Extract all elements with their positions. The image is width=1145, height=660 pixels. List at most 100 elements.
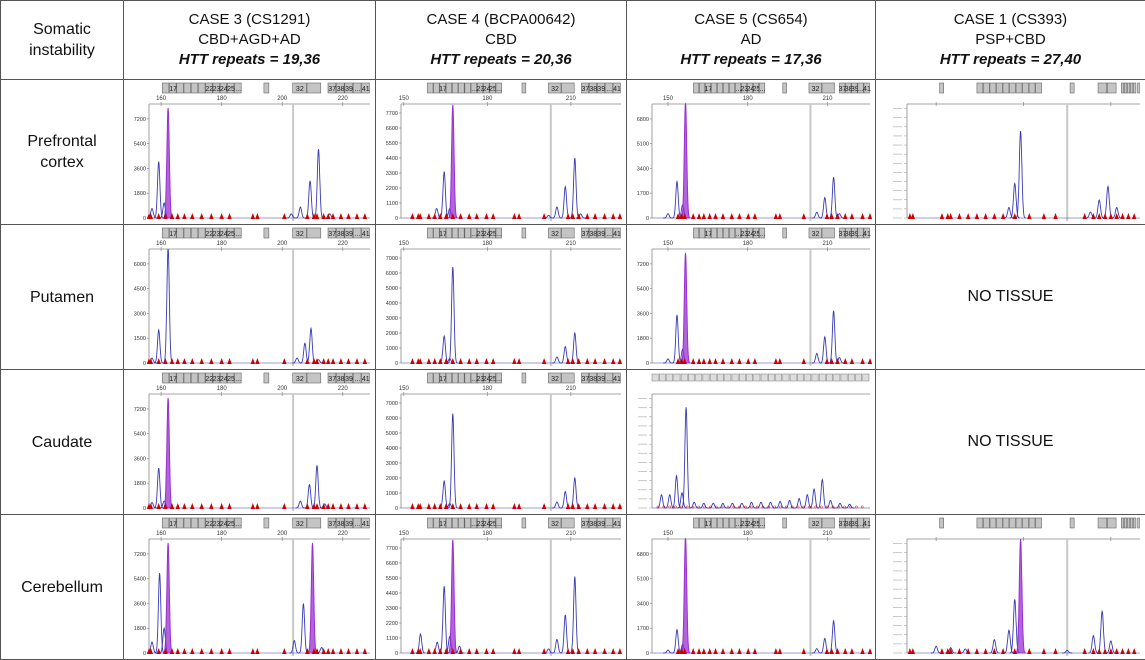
bin-marker-triangle	[209, 358, 213, 364]
bin-label: 41	[613, 86, 621, 93]
allele-bin	[1127, 518, 1129, 528]
peak	[570, 158, 580, 218]
bin-marker-triangle	[251, 648, 255, 654]
peak	[812, 353, 822, 363]
x-tick-label: 160	[156, 386, 167, 392]
bin-marker-triangle	[331, 503, 335, 509]
y-tick-label: 4000	[386, 446, 398, 452]
bin-marker-triangle	[227, 648, 231, 654]
allele-bin	[1130, 83, 1132, 93]
bin-marker-triangle	[702, 358, 706, 364]
bin-marker-triangle	[1120, 213, 1124, 219]
bin-marker-triangle	[830, 648, 834, 654]
allele-bin	[754, 374, 760, 381]
y-tick-label: 0	[646, 651, 649, 657]
allele-bin	[983, 518, 989, 528]
bin-marker-triangle	[843, 358, 847, 364]
x-tick-label: 220	[338, 531, 349, 537]
x-tick-label: 200	[277, 531, 288, 537]
bin-marker-triangle	[1027, 213, 1031, 219]
corner-header: Somatic instability	[1, 1, 124, 80]
y-tick-label: 6000	[386, 271, 398, 277]
peak	[747, 502, 757, 508]
bin-marker-triangle	[427, 503, 431, 509]
bin-marker-triangle	[512, 213, 516, 219]
bin-label: 41	[863, 521, 871, 528]
bin-label: 17	[439, 376, 447, 383]
allele-bin	[177, 83, 184, 93]
bin-label: 37	[581, 231, 589, 238]
bin-marker-triangle	[326, 358, 330, 364]
bin-marker-triangle	[458, 213, 462, 219]
bin-marker-triangle	[940, 648, 944, 654]
allele-bin	[790, 374, 796, 381]
x-tick-label: 160	[156, 531, 167, 537]
x-tick-label: 150	[663, 241, 674, 247]
bin-marker-triangle	[713, 648, 717, 654]
bin-marker-triangle	[843, 648, 847, 654]
bin-label: ...	[354, 231, 360, 238]
bin-marker-triangle	[566, 213, 570, 219]
peak	[286, 214, 296, 218]
bin-marker-triangle	[491, 213, 495, 219]
bin-marker-triangle	[1042, 213, 1046, 219]
allele-bin	[1138, 518, 1140, 528]
bin-marker-triangle	[957, 213, 961, 219]
bin-marker-triangle	[227, 213, 231, 219]
x-tick-label: 150	[663, 96, 674, 102]
peak	[672, 315, 682, 363]
allele-bin	[1124, 518, 1126, 528]
y-tick-label: 3000	[134, 311, 146, 317]
peak	[663, 214, 673, 218]
saturated-peak	[681, 253, 691, 363]
y-tick-label: 6600	[386, 561, 398, 567]
bin-marker-triangle	[911, 648, 915, 654]
bin-marker-triangle	[346, 648, 350, 654]
allele-bin	[1127, 83, 1129, 93]
allele-bin	[452, 228, 458, 238]
allele-bin	[1124, 83, 1126, 93]
allele-bin	[465, 83, 471, 93]
bin-marker-triangle	[911, 213, 915, 219]
plot-cell	[876, 515, 1145, 660]
bin-label: 41	[613, 231, 621, 238]
allele-bin	[729, 228, 734, 238]
bin-marker-triangle	[1053, 213, 1057, 219]
allele-bin	[264, 518, 269, 528]
allele-bin	[1029, 83, 1035, 93]
allele-bin	[776, 374, 782, 381]
allele-bin	[693, 518, 698, 528]
bin-marker-triangle	[219, 213, 223, 219]
bin-marker-triangle	[948, 213, 952, 219]
bin-marker-triangle	[219, 503, 223, 509]
bin-marker-triangle	[860, 358, 864, 364]
tissue-label-line: Caudate	[1, 432, 123, 453]
allele-bin	[848, 374, 854, 381]
y-tick-label: 1800	[134, 191, 146, 197]
allele-bin	[522, 83, 526, 93]
y-tick-label: 0	[395, 216, 398, 222]
allele-bin	[703, 374, 709, 381]
allele-bin	[177, 518, 184, 528]
y-tick-label: 5500	[386, 576, 398, 582]
allele-bin	[177, 228, 184, 238]
y-tick-label: 1000	[386, 346, 398, 352]
bin-marker-triangle	[458, 358, 462, 364]
tissue-label-line: Putamen	[1, 287, 123, 308]
bin-marker-triangle	[1132, 213, 1136, 219]
tissue-label-line: cortex	[1, 152, 123, 173]
peak	[561, 187, 571, 218]
allele-bin	[732, 374, 738, 381]
allele-bin	[739, 374, 745, 381]
bin-marker-triangle	[975, 213, 979, 219]
allele-bin	[1036, 83, 1042, 93]
bin-marker-triangle	[331, 648, 335, 654]
y-tick-label: 4400	[386, 591, 398, 597]
